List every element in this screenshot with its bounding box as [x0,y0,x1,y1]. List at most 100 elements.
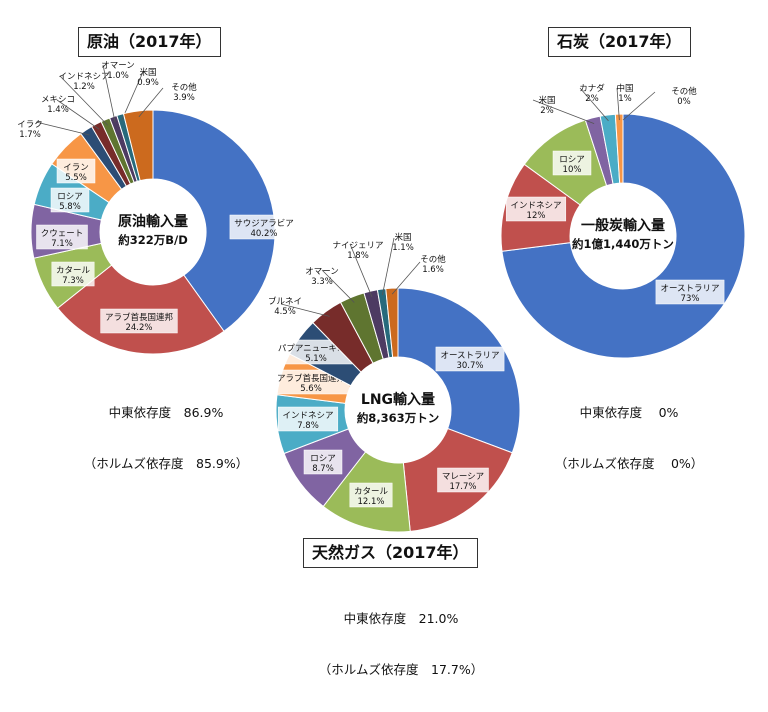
oil-middle-east-dependency: 中東依存度 86.9% [108,405,224,420]
oil-donut: サウジアラビア40.2%アラブ首長国連邦24.2%カタール7.3%クウェート7.… [17,61,299,355]
coal-center-title: 一般炭輸入量 [581,217,665,234]
oil-center-amount: 約322万B/D [118,233,188,247]
oil-slice-value-9: 1.0% [107,71,129,81]
oil-title: 原油（2017年） [78,27,221,57]
coal-hormuz-dependency: （ホルムズ依存度 0%） [554,456,704,471]
oil-slice-value-7: 1.4% [47,105,69,115]
gas-slice-value-5: 5.6% [300,384,322,394]
gas-center-amount: 約8,363万トン [357,411,439,425]
coal-slice-name-5: 中国 [616,83,633,94]
coal-center-amount: 約1億1,440万トン [572,237,674,251]
oil-slice-name-2: カタール [56,266,91,276]
coal-slice-name-3: 米国 [538,95,555,106]
gas-slice-11 [385,287,399,358]
gas-slice-value-6: 5.1% [305,354,327,364]
coal-slice-name-6: その他 [671,86,697,97]
oil-slice-value-3: 7.1% [51,239,73,249]
oil-slice-name-1: アラブ首長国連邦 [105,312,174,323]
gas-slice-name-6: パプアニューギニア [278,344,354,354]
coal-slice-name-4: カナダ [579,83,605,94]
oil-slice-name-0: サウジアラビア [234,219,294,229]
coal-middle-east-dependency: 中東依存度 0% [579,405,679,420]
oil-slice-value-4: 5.8% [59,202,81,212]
coal-slice-value-2: 10% [563,165,582,175]
oil-hormuz-dependency: （ホルムズ依存度 85.9%） [83,456,249,471]
gas-slice-value-10: 1.1% [392,243,414,253]
oil-slice-name-3: クウェート [41,229,84,239]
coal-slice-value-0: 73% [681,294,700,304]
oil-slice-value-0: 40.2% [250,229,277,239]
gas-hormuz-dependency: （ホルムズ依存度 17.7%） [318,662,484,677]
oil-slice-11 [122,109,154,182]
coal-slice-value-3: 2% [540,106,554,116]
oil-slice-name-9: オマーン [101,61,135,71]
gas-slice-name-9: ナイジェリア [332,241,383,251]
oil-slice-name-10: 米国 [139,67,156,78]
oil-slice-name-8: インドネシア [58,72,109,82]
gas-slice-name-2: カタール [354,487,389,497]
gas-center-title: LNG輸入量 [361,391,435,408]
coal-slice-value-5: 1% [618,94,632,104]
coal-dependency: 中東依存度 0% （ホルムズ依存度 0%） [524,370,734,506]
energy-import-figure: サウジアラビア 40.2% アラブ首長国連邦 24.2% カタール 7.3% クウェート 7.… [17,27,746,677]
oil-slice-name-6: イラク [17,120,43,130]
gas-slice-name-3: ロシア [310,454,336,464]
oil-slice-value-11: 3.9% [173,93,195,103]
coal-slice-name-2: ロシア [559,155,585,165]
oil-slice-value-10: 0.9% [137,78,159,88]
oil-slice-value-5: 5.5% [65,173,87,183]
gas-slice-value-9: 1.8% [347,251,369,261]
gas-slice-name-7: ブルネイ [268,296,302,307]
coal-slice-5 [614,113,624,184]
oil-slice-value-2: 7.3% [62,276,84,286]
gas-middle-east-dependency: 中東依存度 21.0% [343,611,459,626]
coal-slice-name-1: インドネシア [510,201,561,211]
oil-slice-value-1: 24.2% [125,323,152,333]
gas-slice-name-5: アラブ首長国連邦 [277,373,346,384]
coal-slice-value-6: 0% [677,97,691,107]
coal-slice-value-1: 12% [527,211,546,221]
gas-slice-name-1: マレーシア [442,472,484,482]
coal-donut: オーストラリア73%インドネシア12%ロシア10%米国2%カナダ2%中国1%その… [500,83,746,359]
gas-donut: オーストラリア30.7%マレーシア17.7%カタール12.1%ロシア8.7%イン… [268,232,521,533]
oil-slice-0 [152,109,276,332]
gas-slice-value-2: 12.1% [357,497,384,507]
oil-slice-name-11: その他 [171,82,197,93]
gas-slice-name-0: オーストラリア [440,351,499,361]
gas-slice-name-10: 米国 [394,232,411,243]
gas-slice-value-3: 8.7% [312,464,334,474]
coal-slice-label-5: 中国1% [616,83,634,121]
gas-slice-value-8: 3.3% [311,277,333,287]
coal-slice-value-4: 2% [585,94,599,104]
donut-charts-canvas: サウジアラビア40.2%アラブ首長国連邦24.2%カタール7.3%クウェート7.… [17,61,746,533]
gas-slice-name-11: その他 [420,254,446,265]
oil-slice-value-6: 1.7% [19,130,41,140]
gas-slice-value-0: 30.7% [456,361,483,371]
coal-title: 石炭（2017年） [548,27,691,57]
gas-slice-value-1: 17.7% [449,482,476,492]
coal-slice-label-3: 米国2% [532,95,595,125]
oil-slice-value-8: 1.2% [73,82,95,92]
coal-slice-name-0: オーストラリア [660,284,719,294]
